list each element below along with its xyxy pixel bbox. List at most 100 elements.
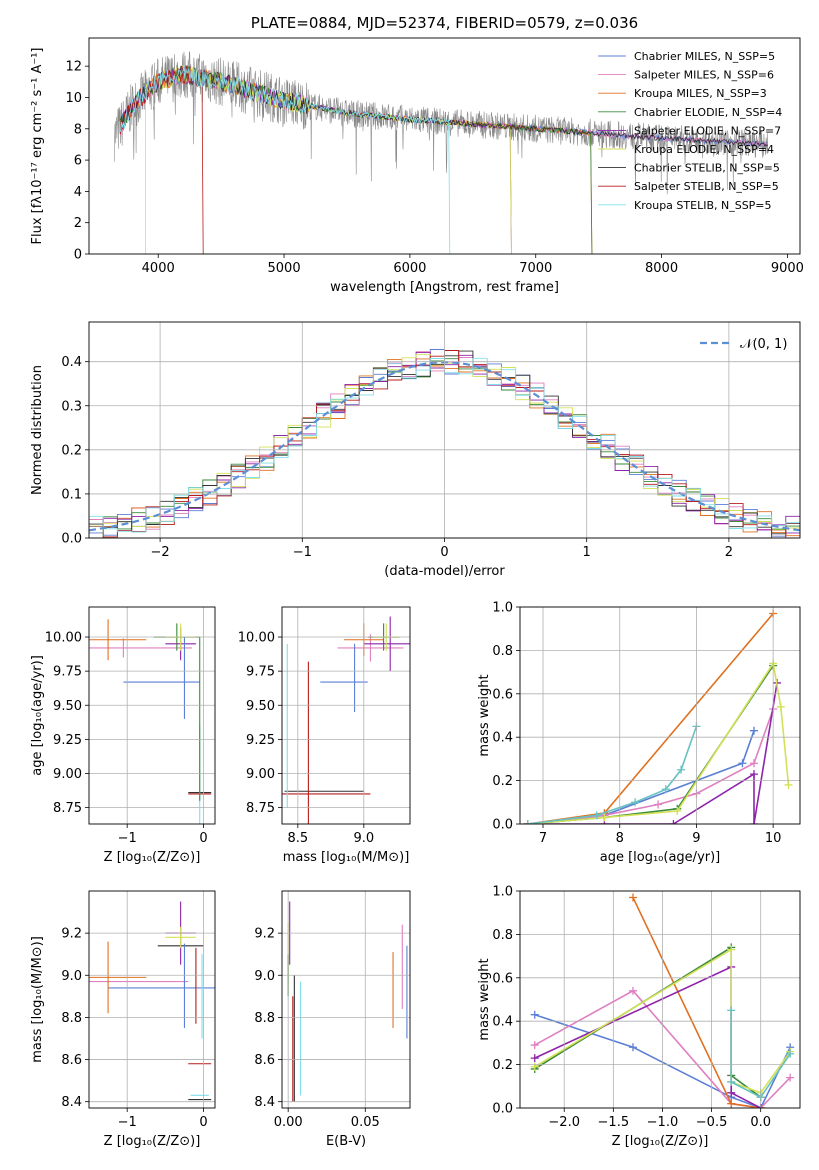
- y-tick-label: 0.4: [492, 1015, 513, 1030]
- weight-point-marker: [669, 820, 678, 824]
- y-tick-label: 0.2: [61, 443, 82, 458]
- y-tick-label: 9.50: [246, 699, 275, 714]
- y-tick-label: 1.0: [492, 885, 513, 900]
- y-tick-label: 0.3: [61, 399, 82, 414]
- y-tick-label: 0.8: [492, 928, 513, 943]
- y-tick-label: 9.25: [246, 733, 275, 748]
- x-tick-label: 4000: [142, 261, 175, 276]
- y-tick-label: 0.4: [61, 355, 82, 370]
- y-tick-label: 9.0: [61, 969, 82, 984]
- x-tick-label: −1: [293, 545, 312, 560]
- y-tick-label: 2: [74, 216, 82, 231]
- axes-frame: [519, 606, 801, 825]
- y-tick-label: 8: [74, 122, 82, 137]
- y-tick-label: 0.1: [61, 487, 82, 502]
- y-tick-label: 0.6: [492, 687, 513, 702]
- x-axis-label: age [log₁₀(age/yr)]: [600, 850, 721, 865]
- weight-point-marker: [673, 806, 682, 815]
- y-tick-label: 9.2: [61, 927, 82, 942]
- x-tick-label: 8: [616, 831, 624, 846]
- y-axis-label: mass weight: [477, 958, 492, 1040]
- y-tick-label: 9.50: [53, 699, 82, 714]
- y-tick-label: 0.8: [492, 644, 513, 659]
- weight-point-marker: [786, 1073, 795, 1082]
- weight-point-marker: [784, 780, 793, 789]
- y-tick-label: 9.25: [53, 733, 82, 748]
- weight-series-line: [632, 897, 761, 1108]
- x-tick-label: 10: [765, 831, 782, 846]
- y-tick-label: 10: [65, 91, 82, 106]
- weight-series-line: [730, 1010, 791, 1099]
- x-tick-label: 8000: [645, 261, 678, 276]
- axes-frame: [88, 37, 801, 255]
- y-tick-label: 8.75: [246, 801, 275, 816]
- legend-entry: Salpeter MILES, N_SSP=6: [634, 69, 774, 82]
- legend-entry: Chabrier STELIB, N_SSP=5: [634, 162, 780, 175]
- axes-spectrum: 4000 5000 6000 7000 8000 9000 0 2 4 6 8 10 12 wavelen…: [30, 37, 804, 295]
- x-tick-label: 5000: [268, 261, 301, 276]
- axes-weight_vs_age: 7 8 9 10 0.0 0.2 0.4 0.6 0.8 1.0 age [log₁₀(age/yr…: [477, 601, 801, 865]
- x-tick-label: −2: [151, 545, 170, 560]
- x-tick-label: 8.5: [287, 831, 308, 846]
- legend-entry: Kroupa MILES, N_SSP=3: [634, 87, 767, 100]
- weight-point-marker: [749, 820, 758, 824]
- y-tick-label: 10.00: [45, 631, 82, 646]
- weight-point-marker: [786, 1049, 795, 1058]
- y-tick-label: 10.00: [238, 631, 275, 646]
- y-axis-label: Flux [fλ10⁻¹⁷ erg cm⁻² s⁻¹ A⁻¹]: [30, 48, 45, 245]
- weight-series-line: [534, 965, 762, 1108]
- x-tick-label: 0: [199, 1115, 207, 1130]
- weight-point-marker: [592, 811, 601, 820]
- y-tick-label: 9.00: [246, 767, 275, 782]
- y-axis-label: mass weight: [477, 674, 492, 756]
- weight-point-marker: [661, 785, 670, 794]
- weight-point-marker: [727, 1006, 736, 1015]
- x-axis-label: mass [log₁₀(M/M⊙)]: [283, 850, 410, 865]
- y-tick-label: 8.8: [61, 1011, 82, 1026]
- x-axis-label: wavelength [Angstrom, rest frame]: [330, 280, 559, 295]
- plot-area: [89, 901, 215, 1101]
- y-tick-label: 4: [74, 185, 82, 200]
- y-axis-label: mass [log₁₀(M/M⊙)]: [30, 936, 45, 1063]
- legend: Chabrier MILES, N_SSP=5 Salpeter MILES, N…: [598, 50, 782, 212]
- weight-point-marker: [738, 759, 747, 768]
- model-line: [145, 64, 512, 254]
- weight-point-marker: [727, 1088, 736, 1097]
- weight-point-marker: [530, 1062, 539, 1071]
- axes-frame: [88, 321, 801, 539]
- axes-age_vs_mass: 8.5 9.0 8.75 9.00 9.25 9.50 9.75 10.00 mass [log…: [238, 606, 411, 865]
- legend-entry: Chabrier MILES, N_SSP=5: [634, 50, 775, 63]
- x-tick-label: 9000: [771, 261, 804, 276]
- axes-frame: [519, 890, 801, 1109]
- y-axis-label: age [log₁₀(age/yr)]: [30, 655, 45, 776]
- x-axis-label: (data-model)/error: [384, 564, 505, 579]
- x-axis-label: E(B-V): [326, 1134, 366, 1149]
- x-tick-label: 6000: [393, 261, 426, 276]
- x-tick-label: 9: [692, 831, 700, 846]
- y-tick-label: 8.75: [53, 801, 82, 816]
- model-line: [120, 65, 769, 148]
- x-tick-label: 0.0: [750, 1115, 771, 1130]
- x-tick-label: −1.5: [598, 1115, 630, 1130]
- weight-point-marker: [677, 765, 686, 774]
- legend: 𝒩(0, 1): [700, 337, 787, 352]
- chart-title: PLATE=0884, MJD=52374, FIBERID=0579, z=0…: [251, 14, 638, 32]
- y-tick-label: 0.0: [492, 818, 513, 833]
- x-tick-label: 0: [440, 545, 448, 560]
- y-tick-label: 8.6: [254, 1053, 275, 1068]
- y-tick-label: 9.75: [53, 665, 82, 680]
- axes-frame: [88, 606, 216, 825]
- x-axis-label: Z [log₁₀(Z/Z⊙)]: [104, 1134, 201, 1149]
- legend-entry: 𝒩(0, 1): [740, 337, 787, 352]
- y-tick-label: 8.8: [254, 1011, 275, 1026]
- weight-point-marker: [727, 1077, 736, 1086]
- y-tick-label: 0.4: [492, 731, 513, 746]
- x-axis-label: Z [log₁₀(Z/Z⊙)]: [612, 1134, 709, 1149]
- weight-point-marker: [530, 1054, 539, 1063]
- y-tick-label: 0.2: [492, 1058, 513, 1073]
- weight-point-marker: [749, 770, 758, 779]
- weight-point-marker: [523, 820, 532, 824]
- y-tick-label: 1.0: [492, 601, 513, 616]
- x-tick-label: 0: [199, 831, 207, 846]
